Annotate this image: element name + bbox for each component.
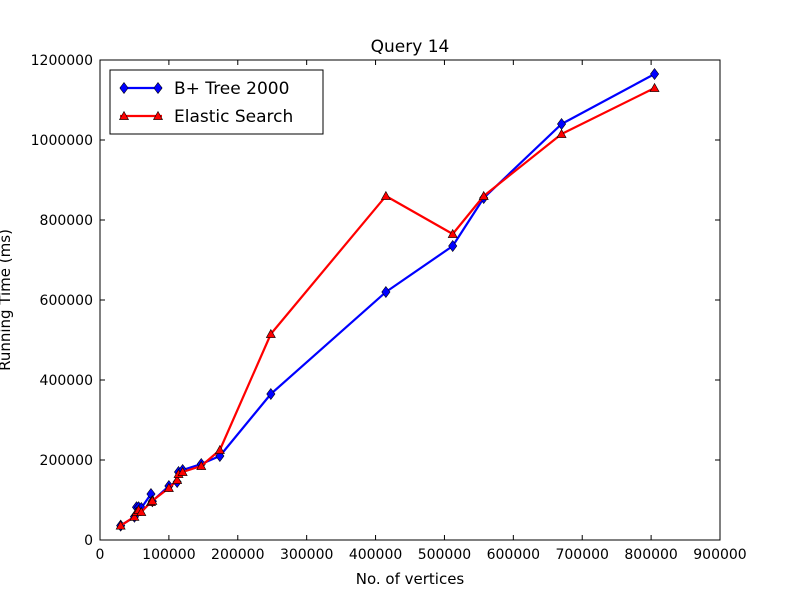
data-point — [447, 228, 458, 238]
data-point — [196, 460, 207, 470]
data-point — [650, 68, 660, 80]
legend-marker — [118, 110, 130, 120]
plot-frame — [99, 59, 721, 541]
x-tick-label: 100000 — [142, 547, 195, 563]
legend-entry: B+ Tree 2000 — [119, 79, 289, 99]
legend: B+ Tree 2000 Elastic Search — [109, 69, 324, 135]
data-point — [129, 511, 140, 521]
data-point — [266, 388, 276, 400]
data-point — [147, 495, 158, 505]
data-point — [265, 328, 276, 338]
x-tick-label: 900000 — [693, 547, 746, 563]
data-point — [163, 482, 174, 492]
data-point — [115, 520, 126, 530]
y-tick-label: 400000 — [40, 373, 93, 389]
data-point — [214, 444, 225, 454]
x-tick-label: 300000 — [280, 547, 333, 563]
y-tick-label: 1000000 — [31, 133, 93, 149]
legend-label: B+ Tree 2000 — [174, 79, 289, 99]
legend-entry: Elastic Search — [118, 107, 293, 127]
x-tick-label: 400000 — [349, 547, 402, 563]
x-tick-label: 600000 — [487, 547, 540, 563]
x-tick-label: 200000 — [211, 547, 264, 563]
x-tick-label: 500000 — [418, 547, 471, 563]
y-tick-label: 600000 — [40, 293, 93, 309]
data-point — [649, 82, 660, 92]
data-point — [177, 466, 188, 476]
y-tick-label: 800000 — [40, 213, 93, 229]
y-tick-label: 0 — [84, 533, 93, 549]
data-point — [380, 190, 391, 200]
data-point — [448, 240, 458, 252]
legend-marker — [119, 82, 129, 94]
data-point — [556, 128, 567, 138]
x-axis-label: No. of vertices — [356, 570, 465, 588]
x-tick-label: 700000 — [555, 547, 608, 563]
series-1 — [115, 82, 660, 530]
legend-marker — [153, 82, 163, 94]
data-point — [172, 474, 183, 484]
legend-label: Elastic Search — [174, 107, 293, 127]
axis-ticks: 0 100000 200000 300000 400000 500000 600000 700… — [31, 53, 747, 563]
data-point — [478, 190, 489, 200]
chart-title: Query 14 — [371, 37, 450, 57]
legend-marker — [152, 110, 164, 120]
x-tick-label: 0 — [96, 547, 105, 563]
data-point — [381, 286, 391, 298]
legend-box — [109, 69, 324, 135]
x-tick-label: 800000 — [624, 547, 677, 563]
data-point — [136, 506, 147, 516]
y-axis-label: Running Time (ms) — [0, 229, 14, 371]
y-tick-label: 1200000 — [31, 53, 93, 69]
y-tick-label: 200000 — [40, 453, 93, 469]
series-layer — [115, 68, 660, 532]
